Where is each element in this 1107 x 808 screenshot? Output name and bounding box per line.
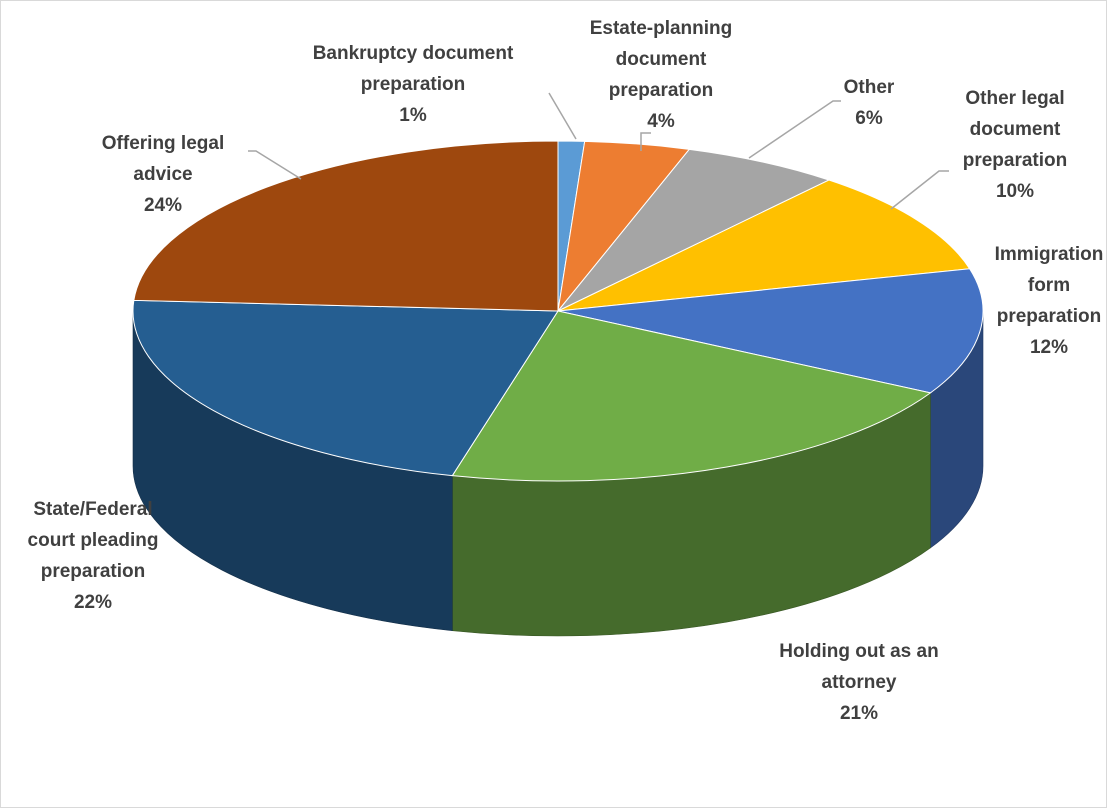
leader-line [748,100,841,159]
pie-slice [557,148,831,312]
slice-label-line: advice [133,164,192,185]
leader-line [890,170,949,210]
slice-label: Offering legal advice 24% [102,133,224,216]
slice-label: Estate-planning document preparation 4% [590,18,733,132]
slice-label-line: Estate-planning [590,18,733,39]
pie-sides [132,310,984,637]
slice-label-line: State/Federal [33,499,152,520]
pie-slice [133,140,559,312]
slice-label-line: document [616,49,707,70]
slice-label-line: document [970,119,1061,140]
slice-label-line: attorney [822,672,897,693]
leader-line [640,132,651,151]
slice-label-line: preparation [963,150,1068,171]
slice-label-line: Holding out as an [779,641,938,662]
slice-label-line: Bankruptcy document [313,43,514,64]
slice-label-line: Other [844,77,895,98]
slice-label: Other legal document preparation 10% [963,88,1068,202]
slice-label-line: 22% [74,592,112,613]
slice-label-line: 12% [1030,337,1068,358]
slice-label-line: 6% [855,108,883,129]
slice-label-line: Offering legal [102,133,224,154]
slice-label-line: 24% [144,195,182,216]
slice-labels: Bankruptcy document preparation 1% Estate-p… [28,18,1104,724]
slice-label: Immigration form preparation 12% [995,244,1104,358]
slice-label-line: 21% [840,703,878,724]
slice-label-line: Immigration [995,244,1104,265]
slice-label: Bankruptcy document preparation 1% [313,43,514,126]
slice-label: Other 6% [844,77,895,129]
slice-label: Holding out as an attorney 21% [779,641,938,724]
pie-slice [132,299,559,477]
leader-line [548,92,577,140]
pie-slice [451,310,932,482]
leader-line [248,150,302,180]
pie-slice [557,268,984,394]
slice-label-line: preparation [41,561,146,582]
slice-label-line: preparation [997,306,1102,327]
pie-slice [557,179,971,312]
pie-tops [132,140,984,482]
slice-label-line: 10% [996,181,1034,202]
slice-label-line: Other legal [965,88,1064,109]
slice-label-line: preparation [609,80,714,101]
slice-label-line: court pleading [28,530,159,551]
slice-label-line: preparation [361,74,466,95]
slice-label-line: 4% [647,111,675,132]
slice-label: State/Federal court pleading preparation 22… [28,499,159,613]
slice-label-line: form [1028,275,1070,296]
slice-label-line: 1% [399,105,427,126]
